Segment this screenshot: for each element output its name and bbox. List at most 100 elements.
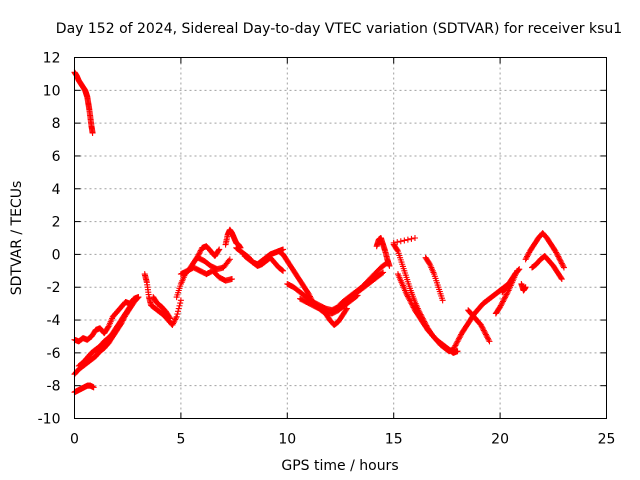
data-point [553, 250, 560, 257]
data-point [557, 257, 564, 264]
data-point [515, 266, 522, 273]
plot-frame [74, 57, 607, 419]
data-point [500, 297, 507, 304]
data-point [482, 331, 489, 338]
data-point [497, 303, 504, 310]
data-point [408, 300, 415, 307]
series-pass-n [275, 248, 350, 328]
data-point [455, 337, 462, 344]
data-point [408, 235, 415, 242]
data-point [172, 316, 179, 323]
data-point [480, 327, 487, 334]
data-point [397, 238, 404, 245]
series-pass-f [141, 271, 184, 328]
x-tick-label: 5 [176, 432, 185, 448]
chart-title: Day 152 of 2024, Sidereal Day-to-day VTE… [56, 21, 622, 37]
data-point [131, 297, 138, 304]
data-point [522, 284, 529, 291]
data-point [90, 384, 97, 391]
data-point [390, 239, 397, 246]
data-point [497, 302, 504, 309]
data-point [479, 324, 486, 331]
data-point [409, 303, 416, 310]
data-point [197, 248, 204, 255]
data-point [523, 254, 530, 261]
series-pass-z [499, 266, 523, 296]
data-point [453, 339, 460, 346]
data-point [170, 320, 177, 327]
data-point [558, 260, 565, 267]
tick-layer: 0 5 10 15 20 25 -10 -8 -6 -4 -2 0 2 4 6 8 10 12 [38, 51, 616, 448]
data-point [504, 290, 511, 297]
data-point [176, 302, 183, 309]
data-point [130, 298, 137, 305]
series-pass-g [150, 294, 174, 322]
y-tick-label: 4 [52, 182, 61, 198]
data-point [177, 297, 184, 304]
data-point [426, 260, 433, 267]
data-point [552, 248, 559, 255]
series-pass-m [241, 253, 287, 274]
data-point [404, 293, 411, 300]
data-point [225, 257, 232, 264]
data-point [558, 276, 565, 283]
data-point [409, 301, 416, 308]
data-point [401, 237, 408, 244]
data-point [197, 247, 204, 254]
data-point [456, 334, 463, 341]
data-point [525, 250, 532, 257]
y-tick-label: -10 [38, 412, 61, 428]
data-point [524, 252, 531, 259]
series-pass-b [71, 294, 142, 345]
data-point [175, 308, 182, 315]
x-tick-label: 25 [598, 432, 616, 448]
data-point [453, 341, 460, 348]
data-point [167, 315, 174, 322]
series-pass-k [222, 226, 244, 251]
data-point [411, 235, 418, 241]
data-point [394, 247, 401, 254]
data-point [483, 332, 490, 339]
data-point [439, 297, 446, 304]
data-point [380, 269, 387, 276]
y-tick-label: -6 [47, 346, 61, 362]
data-point [452, 342, 459, 349]
data-point [559, 261, 566, 268]
data-point [450, 346, 457, 353]
data-point [228, 276, 235, 283]
data-point [482, 330, 489, 337]
data-point [451, 343, 458, 350]
series-pass-r [373, 235, 393, 269]
data-point [454, 338, 461, 345]
data-point [280, 267, 287, 274]
data-point [553, 249, 560, 256]
data-point [171, 317, 178, 324]
series-pass-j [194, 254, 233, 273]
y-tick-label: -8 [47, 379, 61, 395]
data-point [177, 300, 184, 307]
data-point [215, 247, 222, 254]
data-point [394, 239, 401, 246]
series-pass-a [71, 69, 96, 136]
data-point [499, 299, 506, 306]
series-pass-q [333, 259, 391, 312]
data-point [558, 274, 565, 281]
data-point [135, 294, 142, 301]
data-point [556, 256, 563, 263]
series-pass-d [71, 382, 97, 396]
data-point [134, 294, 141, 301]
data-point [172, 315, 179, 322]
y-tick-label: 0 [52, 247, 61, 263]
x-tick-label: 15 [385, 432, 403, 448]
data-point [89, 129, 96, 136]
data-point [499, 298, 506, 305]
data-point [522, 256, 529, 263]
y-tick-label: -4 [47, 313, 61, 329]
data-point [450, 345, 457, 352]
series-pass-e [75, 297, 138, 369]
series-pass-p [297, 292, 361, 317]
data-point [524, 253, 531, 260]
data-point [404, 236, 411, 243]
data-point [378, 270, 385, 277]
